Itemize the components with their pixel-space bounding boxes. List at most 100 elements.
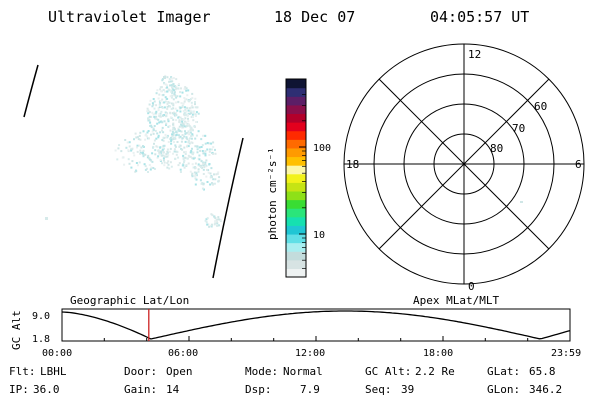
- emission-speckle: [161, 139, 164, 141]
- emission-speckle: [187, 139, 190, 142]
- emission-speckle: [191, 147, 193, 150]
- emission-speckle: [151, 160, 154, 163]
- emission-speckle: [147, 117, 150, 120]
- emission-speckle: [170, 91, 173, 93]
- emission-speckle: [164, 111, 167, 114]
- emission-speckle: [214, 148, 216, 151]
- emission-speckle: [117, 147, 120, 150]
- emission-speckle: [164, 100, 167, 103]
- emission-speckle: [146, 110, 149, 113]
- colorbar-band: [286, 165, 306, 175]
- emission-speckle: [196, 151, 199, 154]
- info-door-value: Open: [166, 365, 193, 378]
- colorbar-band: [286, 122, 306, 132]
- emission-speckle: [187, 109, 190, 112]
- emission-speckle: [162, 131, 165, 134]
- emission-speckle: [132, 151, 135, 154]
- emission-speckle: [215, 173, 218, 176]
- emission-speckle: [219, 220, 222, 223]
- emission-speckle: [151, 105, 154, 108]
- emission-speckle: [183, 125, 186, 128]
- emission-speckle: [186, 132, 189, 134]
- emission-speckle: [178, 83, 180, 85]
- info-seq-key: Seq:: [365, 383, 392, 396]
- emission-speckle: [172, 77, 175, 80]
- emission-speckle: [192, 151, 195, 154]
- emission-speckle: [177, 84, 180, 87]
- emission-speckle: [179, 95, 182, 98]
- emission-speckle: [171, 131, 174, 133]
- emission-speckle: [152, 167, 155, 169]
- emission-speckle: [171, 88, 174, 90]
- emission-speckle: [168, 105, 170, 108]
- emission-speckle: [150, 166, 153, 169]
- emission-speckle: [195, 178, 198, 181]
- emission-speckle: [163, 161, 166, 164]
- emission-speckle: [189, 131, 192, 134]
- emission-speckle: [147, 119, 150, 122]
- auroral-image: [23, 64, 244, 279]
- emission-speckle: [181, 122, 184, 125]
- emission-speckle: [162, 159, 165, 162]
- emission-speckle: [152, 132, 155, 135]
- emission-speckle: [165, 123, 167, 126]
- colorbar-band: [286, 242, 306, 252]
- polar-plot: 12 0 18 6 60 70 80: [343, 43, 585, 293]
- emission-speckle: [181, 91, 184, 94]
- emission-speckle: [162, 147, 165, 150]
- emission-speckle: [187, 114, 189, 117]
- emission-speckle: [203, 162, 206, 165]
- emission-speckle: [174, 107, 177, 110]
- emission-speckle: [206, 181, 209, 183]
- info-door-key: Door:: [124, 365, 157, 378]
- emission-speckle: [167, 120, 170, 123]
- emission-speckle: [138, 161, 141, 164]
- emission-speckle: [187, 89, 190, 92]
- emission-speckle: [183, 114, 186, 117]
- emission-speckle: [199, 166, 202, 169]
- emission-speckle: [131, 147, 134, 150]
- emission-speckle: [156, 122, 159, 125]
- emission-speckle: [166, 150, 169, 153]
- emission-speckle: [156, 156, 159, 159]
- emission-speckle: [159, 131, 162, 134]
- emission-speckle: [143, 163, 146, 166]
- emission-speckle: [170, 84, 173, 87]
- emission-speckle: [182, 157, 185, 159]
- colorbar-band: [286, 251, 306, 261]
- emission-speckle: [168, 101, 171, 104]
- colorbar-band: [286, 96, 306, 106]
- emission-speckle: [183, 135, 186, 138]
- emission-speckle: [149, 168, 152, 171]
- colorbar-tick-label: 100: [313, 143, 331, 154]
- emission-speckle: [139, 131, 142, 134]
- emission-speckle: [137, 138, 140, 141]
- emission-speckle: [189, 109, 192, 112]
- emission-speckle: [171, 135, 174, 138]
- emission-speckle: [210, 223, 213, 226]
- emission-speckle: [194, 162, 197, 165]
- emission-speckle: [158, 113, 161, 116]
- emission-speckle: [201, 166, 203, 169]
- emission-speckle: [174, 144, 177, 147]
- emission-speckle: [200, 138, 203, 141]
- emission-speckle: [202, 183, 205, 186]
- emission-speckle: [181, 126, 184, 129]
- emission-speckle: [153, 115, 156, 118]
- emission-speckle: [173, 137, 176, 139]
- emission-speckle: [208, 150, 211, 153]
- emission-speckle: [182, 102, 185, 105]
- emission-speckle: [166, 76, 169, 79]
- emission-speckle: [183, 146, 186, 149]
- emission-speckle: [184, 117, 187, 120]
- colorbar-band: [286, 199, 306, 209]
- emission-speckle: [183, 118, 185, 121]
- emission-speckle: [186, 124, 189, 127]
- emission-speckle: [186, 138, 189, 141]
- emission-speckle: [162, 136, 165, 139]
- emission-speckle: [212, 141, 215, 144]
- emission-speckle: [201, 187, 204, 190]
- info-glat-key: GLat:: [487, 365, 520, 378]
- emission-speckle: [45, 217, 48, 220]
- emission-speckle: [148, 111, 151, 114]
